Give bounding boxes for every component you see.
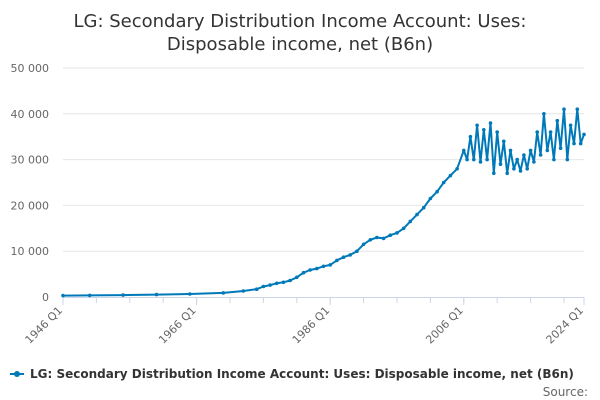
data-point bbox=[321, 264, 326, 269]
data-point bbox=[254, 287, 259, 292]
data-point bbox=[355, 249, 359, 253]
y-tick-label: 10 000 bbox=[11, 245, 50, 258]
data-point bbox=[472, 157, 476, 162]
legend[interactable]: LG: Secondary Distribution Income Accoun… bbox=[10, 367, 574, 381]
data-point bbox=[281, 280, 286, 285]
data-point bbox=[188, 292, 192, 296]
data-point bbox=[562, 107, 566, 111]
data-point bbox=[518, 169, 523, 173]
data-point bbox=[415, 212, 419, 217]
data-point bbox=[301, 270, 306, 275]
data-point bbox=[468, 134, 473, 139]
data-point bbox=[288, 278, 292, 283]
data-point bbox=[552, 157, 556, 162]
data-point bbox=[508, 148, 513, 153]
x-tick-label: 1966 Q1 bbox=[156, 304, 199, 347]
data-point bbox=[475, 123, 479, 128]
x-tick-label: 1946 Q1 bbox=[23, 304, 66, 347]
y-tick-label: 40 000 bbox=[11, 108, 50, 121]
data-point bbox=[261, 284, 266, 289]
data-point bbox=[388, 233, 393, 237]
x-axis-labels: 1946 Q1 1966 Q1 1986 Q1 2006 Q1 2024 Q1 bbox=[23, 297, 587, 347]
data-point bbox=[465, 157, 469, 162]
data-point bbox=[482, 128, 486, 132]
data-point bbox=[515, 157, 519, 162]
data-point bbox=[368, 238, 373, 242]
y-tick-label: 20 000 bbox=[11, 199, 50, 212]
data-point bbox=[341, 255, 346, 259]
x-tick-label: 2006 Q1 bbox=[423, 304, 466, 347]
data-point bbox=[241, 289, 246, 293]
data-point bbox=[87, 293, 92, 298]
legend-marker-icon bbox=[14, 371, 20, 377]
data-point bbox=[295, 275, 299, 280]
data-point bbox=[401, 226, 406, 231]
legend-label: LG: Secondary Distribution Income Accoun… bbox=[30, 367, 574, 381]
data-point bbox=[555, 118, 560, 123]
data-point bbox=[315, 266, 319, 271]
data-point bbox=[274, 281, 279, 286]
data-point bbox=[525, 167, 529, 171]
data-point bbox=[575, 107, 580, 111]
data-point bbox=[498, 162, 503, 166]
data-point bbox=[61, 293, 65, 298]
data-point bbox=[545, 148, 550, 153]
data-point bbox=[335, 258, 339, 263]
data-point bbox=[478, 160, 483, 164]
x-tick-label: 1986 Q1 bbox=[290, 304, 333, 347]
data-point bbox=[538, 153, 543, 157]
data-point bbox=[408, 219, 413, 224]
data-point bbox=[381, 236, 386, 241]
data-point bbox=[361, 242, 366, 247]
data-point bbox=[532, 160, 536, 164]
data-point bbox=[435, 189, 439, 194]
data-point bbox=[558, 146, 563, 150]
x-tick-label: 2024 Q1 bbox=[544, 304, 587, 347]
data-point bbox=[154, 292, 159, 297]
series-points bbox=[61, 107, 586, 298]
data-point bbox=[375, 235, 379, 240]
data-point bbox=[522, 153, 526, 157]
data-point bbox=[535, 130, 539, 134]
data-point bbox=[502, 139, 506, 144]
y-tick-label: 0 bbox=[42, 291, 49, 304]
y-tick-label: 30 000 bbox=[11, 154, 50, 167]
data-point bbox=[512, 167, 516, 171]
data-point bbox=[348, 253, 353, 257]
data-point bbox=[582, 132, 586, 137]
data-point bbox=[448, 173, 453, 178]
data-point bbox=[542, 112, 546, 116]
data-point bbox=[505, 171, 510, 176]
chart-subtitle: Disposable income, net (B6n) bbox=[167, 34, 433, 55]
data-point bbox=[428, 196, 433, 201]
data-point bbox=[572, 141, 576, 146]
data-point bbox=[485, 157, 489, 162]
data-point bbox=[421, 205, 426, 210]
data-point bbox=[441, 180, 446, 185]
data-point bbox=[492, 171, 496, 176]
data-point bbox=[528, 148, 533, 153]
data-point bbox=[578, 141, 583, 146]
data-point bbox=[462, 148, 466, 153]
data-point bbox=[488, 121, 493, 125]
data-point bbox=[568, 123, 573, 128]
data-point bbox=[495, 130, 500, 134]
data-point bbox=[455, 167, 459, 171]
grid-layer bbox=[63, 67, 584, 252]
data-point bbox=[395, 231, 399, 235]
data-point bbox=[308, 268, 312, 272]
y-tick-label: 50 000 bbox=[11, 62, 50, 75]
data-point bbox=[548, 130, 553, 134]
data-point bbox=[328, 263, 333, 267]
chart-title: LG: Secondary Distribution Income Accoun… bbox=[73, 11, 526, 32]
y-axis-labels: 0 10 000 20 000 30 000 40 000 50 000 bbox=[11, 62, 50, 304]
data-point bbox=[221, 291, 226, 295]
source-label: Source: bbox=[543, 385, 588, 399]
data-point bbox=[565, 157, 570, 162]
data-point bbox=[268, 283, 272, 287]
data-point bbox=[121, 293, 125, 297]
